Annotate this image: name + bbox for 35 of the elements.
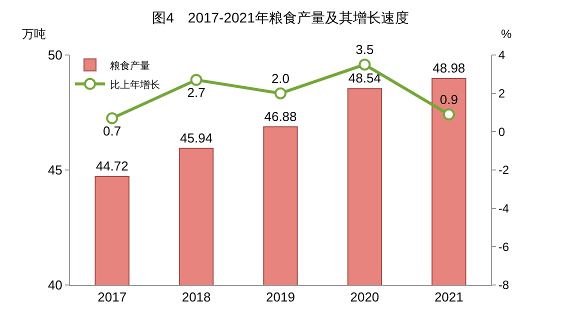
data-label: 45.94	[180, 130, 213, 146]
point	[274, 87, 286, 100]
point	[358, 58, 371, 71]
chart-title: 图4 2017-2021年粮食产量及其增长速度	[152, 10, 409, 26]
point	[106, 112, 118, 124]
y2-tick-label: 2	[498, 86, 506, 101]
x-tick-label: 2017	[98, 290, 127, 305]
data-label: 44.72	[96, 158, 128, 174]
y2-tick-label: -4	[498, 202, 510, 216]
data-label: 2.7	[187, 84, 206, 100]
data-label: 2.0	[271, 70, 290, 86]
data-label: 48.98	[432, 60, 466, 76]
data-label: 0.9	[440, 92, 458, 107]
legend-label: 粮食产量	[110, 60, 150, 72]
legend-label: 比上年增长	[110, 78, 160, 91]
y2-tick-label: -2	[498, 163, 510, 178]
y2-tick-label: -8	[498, 278, 510, 292]
data-label: 48.54	[348, 70, 381, 86]
x-tick-label: 2019	[266, 290, 295, 305]
point	[190, 74, 202, 86]
y2-tick-label: 0	[498, 124, 506, 139]
y-tick-label: 45	[48, 162, 62, 178]
x-tick-label: 2020	[350, 290, 380, 305]
y2-tick-label: 4	[498, 48, 506, 62]
data-label: 0.7	[103, 123, 122, 138]
point	[442, 108, 455, 120]
data-label: 3.5	[356, 42, 374, 58]
y-axis-title: 万吨	[22, 27, 46, 41]
y2-tick-label: -6	[498, 240, 510, 254]
data-label: 46.88	[264, 108, 297, 124]
y-tick-label: 50	[48, 48, 62, 63]
x-tick-label: 2018	[182, 290, 211, 305]
x-tick-label: 2021	[434, 290, 464, 305]
y-tick-label: 40	[48, 278, 62, 293]
y2-axis-title: %	[501, 27, 512, 41]
